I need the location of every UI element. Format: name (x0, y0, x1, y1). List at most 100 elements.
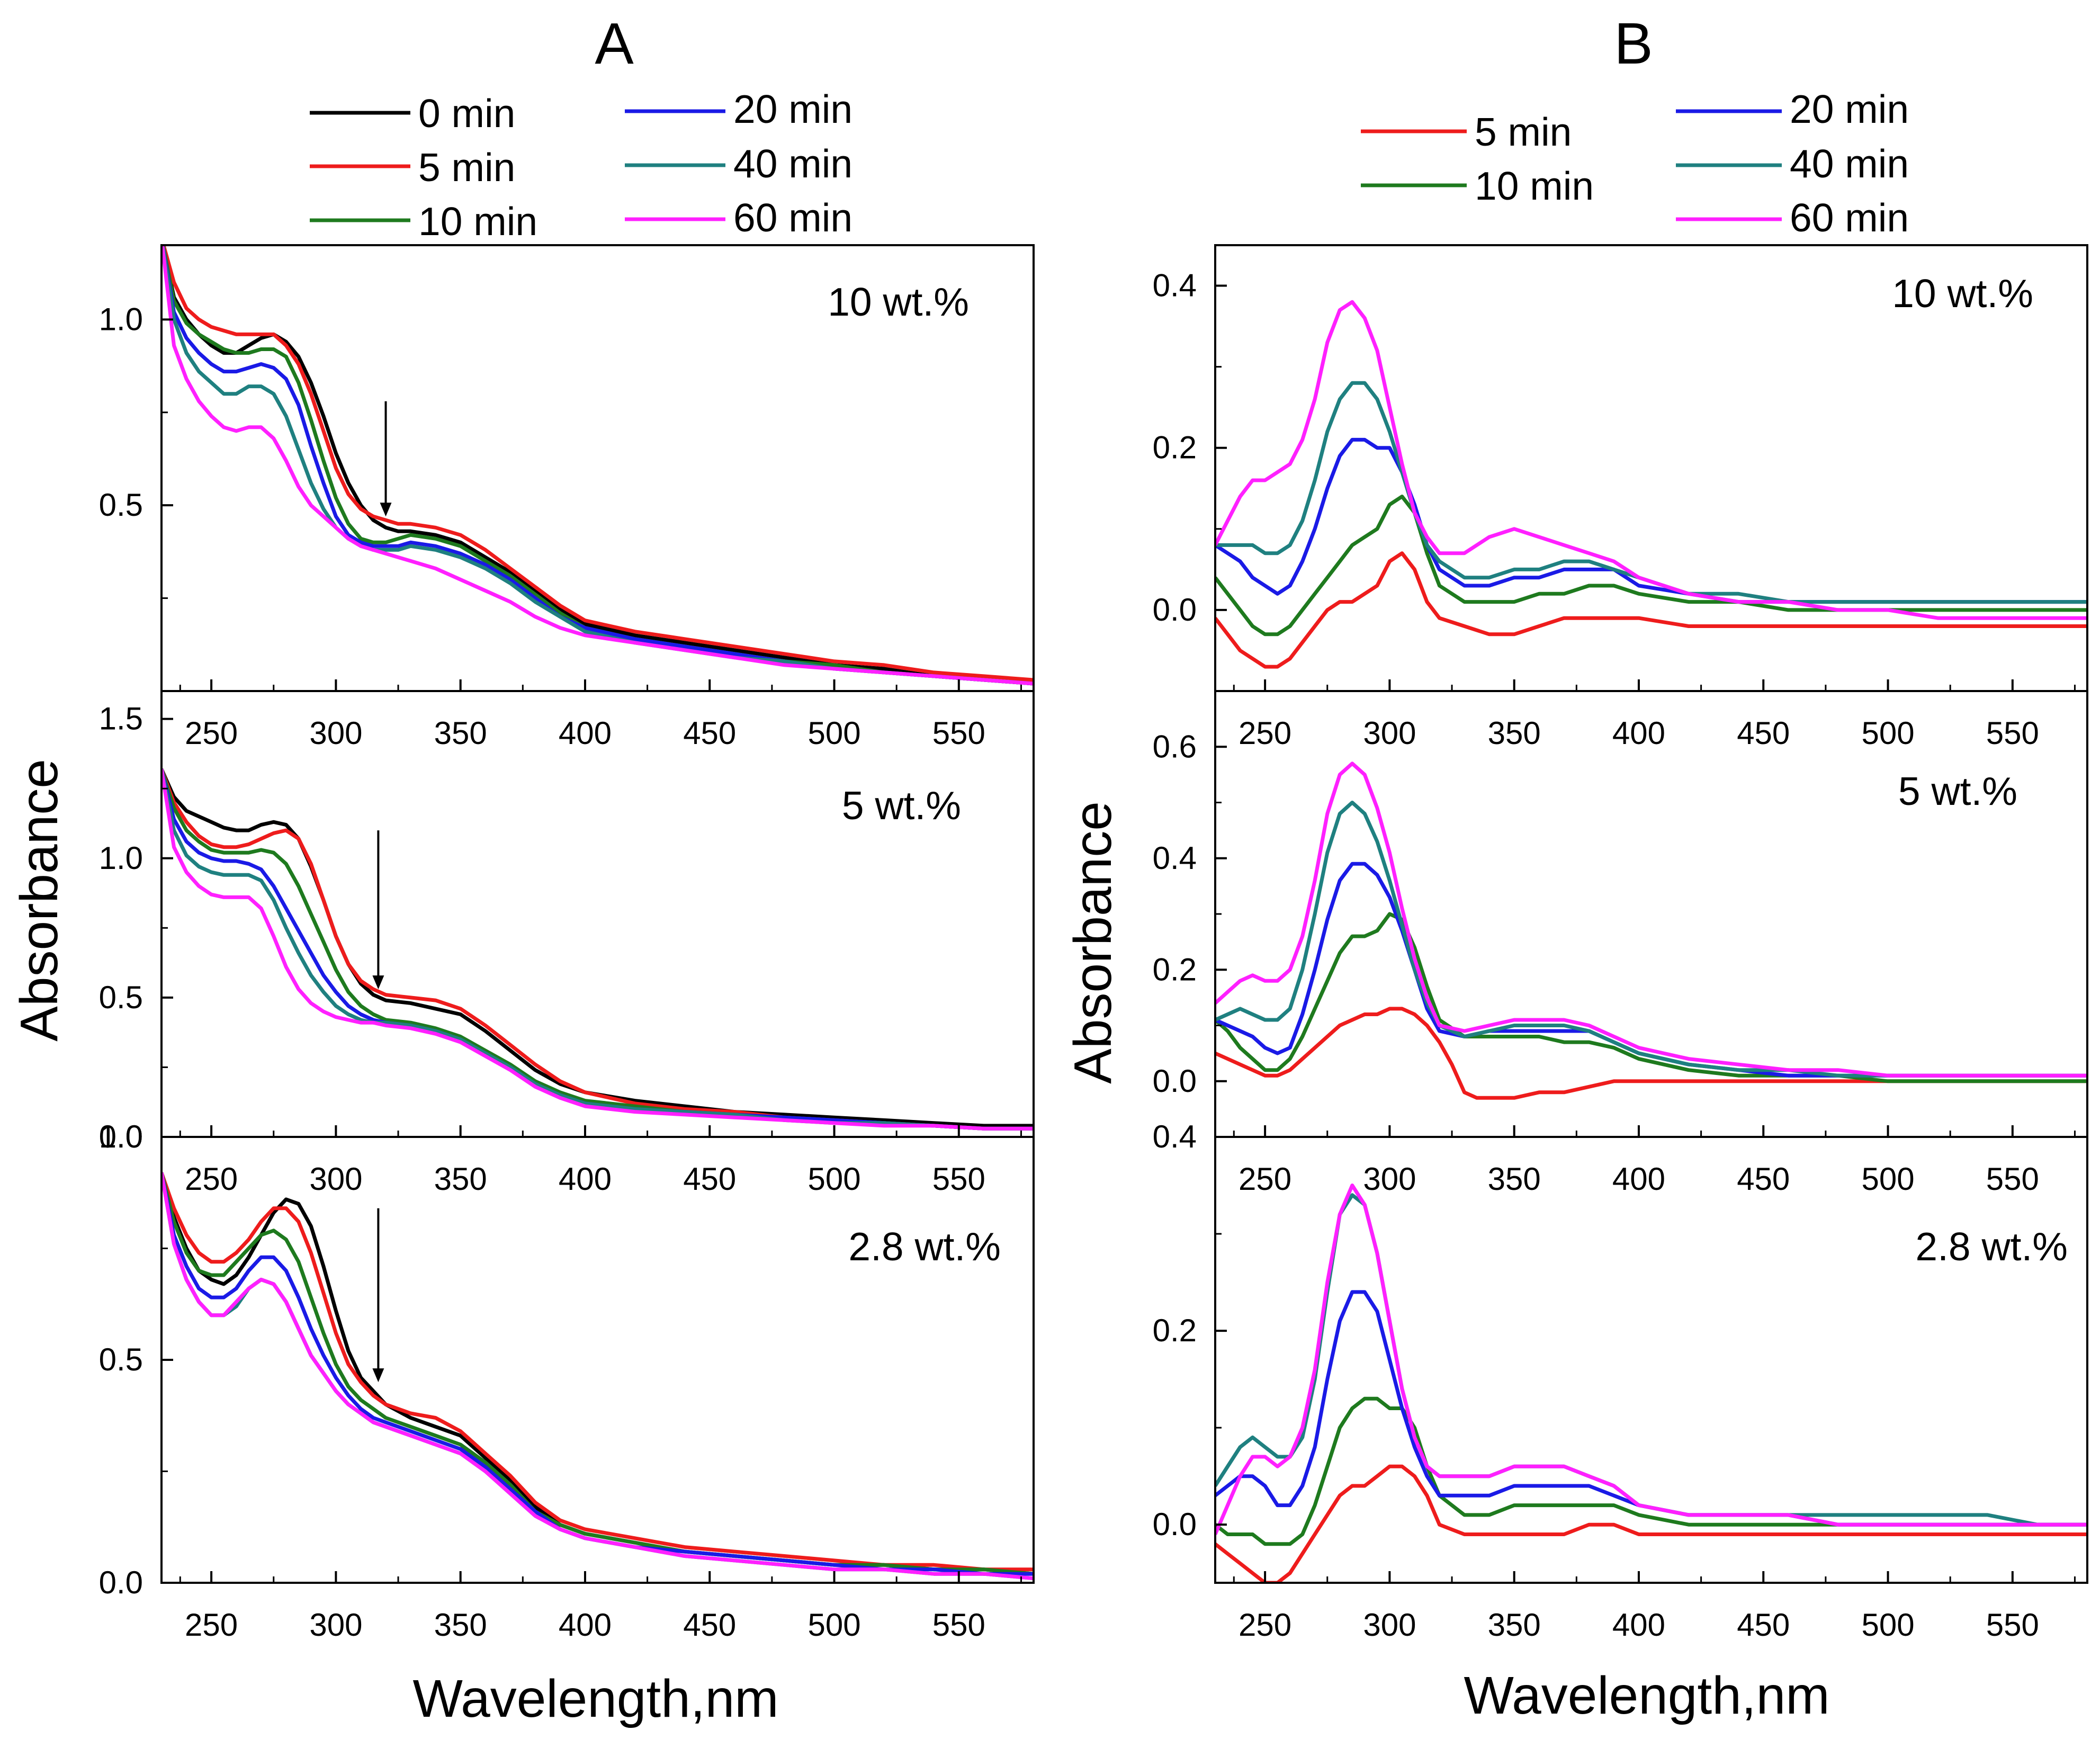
legend-b-label-1: 10 min (1475, 164, 1594, 208)
a1-x-tick-label: 400 (559, 715, 612, 751)
a2-x-tick-label: 250 (185, 1161, 238, 1197)
legend-a-item-5: 60 min (625, 195, 852, 240)
a2-series-5-min (161, 768, 1034, 1131)
b1-x-tick-label: 500 (1861, 715, 1914, 751)
a1-series-20-min (161, 245, 1034, 686)
legend-b-label-3: 40 min (1790, 141, 1909, 186)
a1-x-tick-label: 550 (932, 715, 985, 751)
a2-y-tick-label: 0.0 (99, 1119, 143, 1154)
legend-a-label-0: 0 min (418, 91, 515, 136)
a3-x-tick-label: 550 (932, 1607, 985, 1643)
b2-x-tick-label: 300 (1363, 1161, 1416, 1197)
b3-series-60-min (1215, 1184, 2087, 1535)
a3-x-tick-label: 500 (807, 1607, 860, 1643)
a2-x-tick-label: 550 (932, 1161, 985, 1197)
b3-x-tick-label: 400 (1612, 1607, 1665, 1643)
a2-x-tick-label: 400 (559, 1161, 612, 1197)
a3-series-20-min (161, 1172, 1034, 1576)
a2-arrow-head-icon (372, 975, 384, 990)
b3-x-tick-label: 500 (1861, 1607, 1914, 1643)
a2-series-group (161, 768, 1034, 1131)
a1-x-tick-label: 250 (185, 715, 238, 751)
b2-series-20-min (1215, 862, 2087, 1078)
a1-x-tick-label: 500 (807, 715, 860, 751)
b2-x-tick-label: 350 (1488, 1161, 1541, 1197)
y-axis-title-b: Absorbance (1063, 801, 1123, 1084)
a3-series-5-min (161, 1172, 1034, 1572)
b2-y-tick-label: 0.4 (1153, 840, 1197, 876)
b1-y-tick-label: 0.4 (1153, 268, 1197, 303)
b1-series-group (1215, 300, 2087, 669)
plot-a-5wt: 250 300 350 400 450 500 550 0.0 0.5 1.0 1.5 5 wt.% (99, 690, 1035, 1197)
legend-b-item-4: 60 min (1676, 195, 1909, 240)
a1-series-60-min (161, 245, 1034, 686)
a2-x-tick-label: 500 (807, 1161, 860, 1197)
b2-series-5-min (1215, 1007, 2087, 1100)
legend-a-label-2: 10 min (418, 199, 537, 244)
legend-b-label-0: 5 min (1475, 110, 1572, 154)
b2-x-tick-label: 550 (1986, 1161, 2039, 1197)
a3-arrow-head-icon (372, 1368, 384, 1383)
x-axis-title-b: Wavelength,nm (1464, 1666, 1829, 1725)
b3-x-tick-label: 450 (1737, 1607, 1790, 1643)
b2-y-tick-label: 0.2 (1153, 952, 1197, 987)
plot-a-2-8wt: 250 300 350 400 450 500 550 0.0 0.5 1.0 2.8 wt.% (99, 1119, 1035, 1643)
a3-y-tick-label: 0.0 (99, 1565, 143, 1600)
y-axis-title-a: Absorbance (10, 759, 69, 1042)
legend-b-item-0: 5 min (1361, 110, 1572, 154)
legend-a-item-1: 5 min (310, 145, 515, 190)
b3-y-tick-label: 0.2 (1153, 1313, 1197, 1348)
b2-x-tick-label: 400 (1612, 1161, 1665, 1197)
a1-x-tick-label: 450 (683, 715, 736, 751)
a2-concentration-label: 5 wt.% (842, 783, 961, 828)
b3-concentration-label: 2.8 wt.% (1915, 1224, 2068, 1269)
b3-x-tick-label: 300 (1363, 1607, 1416, 1643)
b1-series-60-min (1215, 300, 2087, 620)
a3-x-tick-label: 450 (683, 1607, 736, 1643)
a1-y-tick-label: 0.5 (99, 487, 143, 523)
b1-series-5-min (1215, 551, 2087, 669)
a1-concentration-label: 10 wt.% (828, 280, 969, 324)
b3-x-tick-label: 550 (1986, 1607, 2039, 1643)
legend-a-item-3: 20 min (625, 87, 852, 131)
a1-series-5-min (161, 245, 1034, 682)
a3-x-tick-label: 250 (185, 1607, 238, 1643)
panel-label-b: B (1614, 11, 1653, 76)
b1-y-tick-label: 0.2 (1153, 430, 1197, 465)
b2-x-tick-label: 250 (1239, 1161, 1291, 1197)
legend-b-item-2: 20 min (1676, 87, 1909, 131)
b2-y-tick-label: 0.6 (1153, 729, 1197, 764)
a1-arrow-head-icon (380, 503, 392, 517)
legend-a: 0 min 5 min 10 min 20 min 40 min 60 min (310, 87, 852, 244)
a3-concentration-label: 2.8 wt.% (848, 1224, 1001, 1269)
b3-y-tick-label: 0.0 (1153, 1507, 1197, 1542)
b2-y-tick-label: 0.0 (1153, 1063, 1197, 1099)
a3-y-tick-label: 0.5 (99, 1342, 143, 1377)
legend-a-label-4: 40 min (733, 141, 852, 186)
b2-series-group (1215, 761, 2087, 1100)
b3-series-10-min (1215, 1396, 2087, 1546)
a2-y-tick-label: 1.0 (99, 840, 143, 876)
a2-y-tick-label: 1.5 (99, 701, 143, 737)
legend-b: 5 min 10 min 20 min 40 min 60 min (1361, 87, 1909, 240)
b2-x-tick-label: 500 (1861, 1161, 1914, 1197)
b3-series-5-min (1215, 1464, 2087, 1583)
legend-a-label-3: 20 min (733, 87, 852, 131)
a1-x-tick-label: 350 (434, 715, 487, 751)
plot-b-2-8wt: 250 300 350 400 450 500 550 0.0 0.2 0.4 2.8 wt.% (1153, 1119, 2088, 1643)
b3-series-group (1215, 1184, 2087, 1583)
a2-x-tick-label: 350 (434, 1161, 487, 1197)
legend-b-label-2: 20 min (1790, 87, 1909, 131)
x-axis-title-a: Wavelength,nm (412, 1669, 778, 1728)
a3-y-tick-label: 1.0 (99, 1119, 143, 1154)
a3-series-60-min (161, 1172, 1034, 1581)
a2-series-60-min (161, 768, 1034, 1131)
plot-b-5wt: 250 300 350 400 450 500 550 0.0 0.2 0.4 0.6 5 wt.% (1153, 690, 2088, 1197)
a2-x-tick-label: 450 (683, 1161, 736, 1197)
a3-x-tick-label: 350 (434, 1607, 487, 1643)
a1-y-tick-label: 1.0 (99, 301, 143, 337)
b2-series-60-min (1215, 761, 2087, 1078)
a3-series-group (161, 1172, 1034, 1581)
panel-label-a: A (595, 11, 634, 76)
b1-x-tick-label: 350 (1488, 715, 1541, 751)
